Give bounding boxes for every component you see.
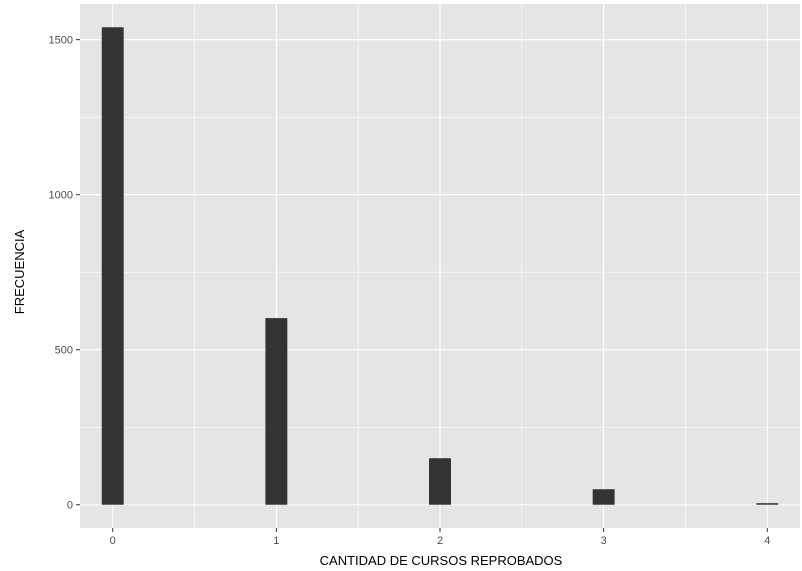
bar-0 [101,27,124,505]
bar-2 [429,458,451,505]
y-tick-label: 500 [55,345,73,357]
y-tick-labels: 0 500 1000 1500 [49,35,80,512]
bar-4 [756,503,779,505]
bar-3 [592,489,615,505]
x-tick-label: 1 [273,535,279,547]
bars [101,27,779,505]
y-tick-label: 1000 [49,190,73,202]
y-axis-title: FRECUENCIA [12,229,27,314]
x-tick-labels: 0 1 2 3 4 [110,528,770,547]
y-tick-label: 1500 [49,35,73,47]
x-tick-label: 2 [437,535,443,547]
x-tick-label: 3 [601,535,607,547]
x-tick-label: 0 [110,535,116,547]
y-tick-label: 0 [67,500,73,512]
x-axis-title: CANTIDAD DE CURSOS REPROBADOS [320,553,563,568]
bar-1 [265,318,288,505]
x-tick-label: 4 [764,535,770,547]
